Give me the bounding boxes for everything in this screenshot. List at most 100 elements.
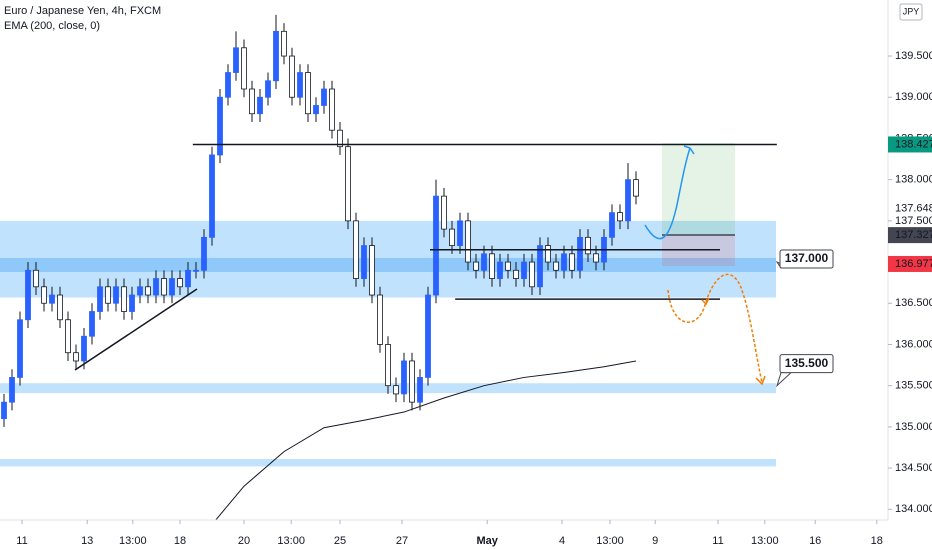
candle-body [153, 278, 159, 296]
zone [0, 257, 776, 272]
price-label: 138.427 [895, 138, 932, 150]
axis-labels: 139.500139.000138.500138.000137.500136.5… [16, 50, 932, 547]
candle-body [497, 261, 503, 279]
x-tick-label: 9 [652, 535, 658, 547]
candle-body [545, 245, 551, 263]
candle-body [617, 212, 623, 222]
x-tick-label: 18 [174, 535, 186, 547]
y-tick-label: 137.500 [895, 215, 932, 227]
candle-body [417, 377, 423, 403]
price-label: 137.648 [895, 203, 932, 215]
candle-body [9, 377, 15, 403]
price-label: 137.327 [895, 229, 932, 241]
candle-body [305, 72, 311, 115]
candle-body [201, 236, 207, 271]
candle-body [81, 335, 87, 362]
candle-body [329, 88, 335, 131]
candle-body [25, 269, 31, 321]
candle-body [169, 278, 175, 296]
candle-body [17, 319, 23, 378]
x-tick-label: 11 [712, 535, 723, 547]
candle-body [481, 253, 487, 271]
candle-body [65, 319, 71, 354]
y-tick-label: 136.000 [895, 338, 932, 350]
candle-body [473, 261, 479, 271]
x-tick-label: 18 [871, 535, 883, 547]
candle-body [225, 72, 231, 98]
zone [0, 220, 776, 298]
candle-body [393, 385, 399, 395]
ema-layer [203, 360, 637, 535]
candle-body [441, 195, 447, 230]
candle-body [161, 278, 167, 296]
candle-body [137, 286, 143, 296]
bear-arrowhead [755, 375, 766, 386]
y-tick-label: 138.000 [895, 174, 932, 186]
indicator-legend: EMA (200, close, 0) [4, 20, 100, 32]
candle-body [57, 294, 63, 321]
callouts: 137.000 135.500 [775, 249, 834, 388]
loss-zone [662, 235, 735, 266]
candle-body [537, 245, 543, 288]
x-tick-label: 11 [16, 535, 27, 547]
bull-arrow [644, 147, 691, 240]
candle-body [337, 129, 343, 148]
candle-body [233, 47, 239, 73]
candle-body [209, 154, 215, 238]
currency[interactable]: JPY [903, 6, 920, 16]
candle-body [585, 236, 591, 255]
price-label: 136.977 [895, 258, 932, 270]
price-label-box [888, 255, 932, 272]
candle-body [73, 352, 79, 362]
candle-body [145, 286, 151, 296]
candle-body [257, 96, 263, 115]
candle-body [353, 220, 359, 279]
candle-body [377, 294, 383, 345]
callout-box [779, 249, 834, 269]
price-axis [888, 0, 932, 550]
y-tick-label: 139.500 [895, 50, 932, 62]
candles [1, 14, 639, 427]
candle-body [177, 278, 183, 288]
candle-body [345, 146, 351, 222]
candle-body [529, 261, 535, 288]
y-tick-label: 134.000 [895, 503, 932, 515]
candle-body [265, 80, 271, 98]
candle-body [33, 269, 39, 288]
currency-badge[interactable] [899, 3, 923, 21]
candle-body [121, 286, 127, 312]
profit-zone [662, 143, 735, 235]
y-tick-label: 139.000 [895, 91, 932, 103]
price-label-box [888, 227, 932, 244]
candle-body [97, 286, 103, 312]
price-label-box [888, 136, 932, 153]
candle-body [521, 261, 527, 279]
candle-body [553, 261, 559, 271]
time-axis [0, 520, 888, 550]
trend-line [74, 288, 198, 371]
candle-body [193, 269, 199, 272]
candle-body [505, 261, 511, 271]
candle-body [433, 195, 439, 296]
candle-body [409, 360, 415, 403]
candle-body [49, 294, 55, 304]
candle-body [105, 286, 111, 304]
zone [0, 459, 776, 467]
callout-label: 137.000 [785, 251, 829, 265]
candle-body [633, 179, 639, 197]
candle-body [1, 401, 7, 420]
x-tick-label: 16 [809, 535, 821, 547]
candle-body [609, 212, 615, 238]
candle-body [369, 245, 375, 296]
candle-body [569, 253, 575, 271]
candle-body [513, 269, 519, 279]
candle-body [185, 269, 191, 288]
candle-body [241, 47, 247, 90]
candle-body [273, 30, 279, 82]
ema-line [203, 360, 637, 535]
x-tick-label: 27 [396, 535, 408, 547]
candle-body [561, 253, 567, 271]
x-tick-label: 20 [238, 535, 250, 547]
candle-body [113, 286, 119, 304]
